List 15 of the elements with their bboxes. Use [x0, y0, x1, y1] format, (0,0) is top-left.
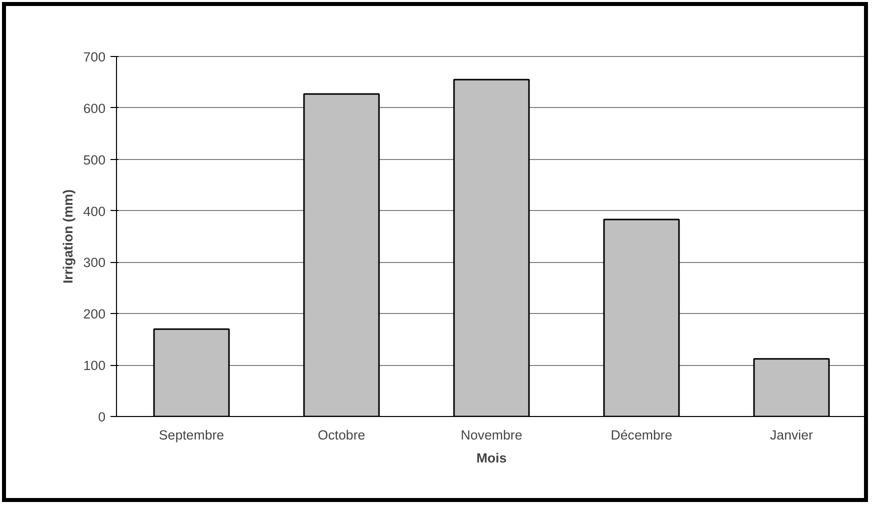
y-tick-label: 300: [83, 255, 106, 270]
x-tick-label: Septembre: [158, 428, 224, 442]
y-tick-label: 0: [98, 410, 106, 424]
y-tick-label: 200: [83, 306, 106, 322]
y-tick-label: 700: [83, 50, 106, 64]
x-tick-label: Janvier: [770, 428, 814, 442]
x-tick-label: Octobre: [318, 428, 366, 442]
y-tick-label: 600: [83, 100, 106, 116]
x-tick-label: Décembre: [610, 428, 672, 442]
x-tick-label: Novembre: [460, 428, 522, 442]
y-tick-label: 500: [83, 152, 106, 168]
y-tick-label: 100: [83, 358, 106, 374]
y-tick-label: 400: [83, 204, 106, 219]
y-axis-title: Irrigation (mm): [60, 189, 76, 284]
x-axis-title: Mois: [476, 450, 507, 466]
